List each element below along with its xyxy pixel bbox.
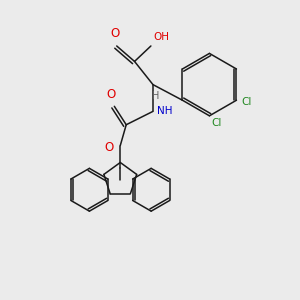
Text: NH: NH xyxy=(158,106,173,116)
Text: Cl: Cl xyxy=(242,97,252,107)
Text: O: O xyxy=(107,88,116,101)
Text: H: H xyxy=(152,91,159,101)
Text: Cl: Cl xyxy=(212,118,222,128)
Text: O: O xyxy=(104,141,114,154)
Text: O: O xyxy=(111,27,120,40)
Text: OH: OH xyxy=(154,32,170,41)
